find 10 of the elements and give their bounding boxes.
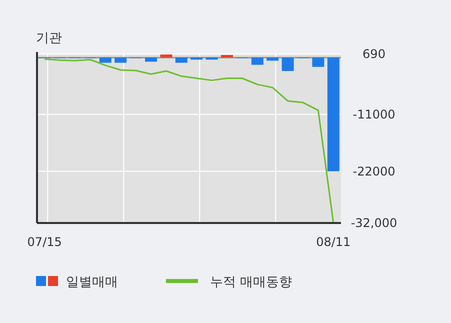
x-tick-label: 07/15 bbox=[27, 235, 62, 249]
legend-label: 누적 매매동향 bbox=[210, 275, 292, 290]
y-tick-label: 690 bbox=[362, 47, 386, 61]
y-tick-label: -22000 bbox=[352, 164, 396, 178]
y-tick-label: -11000 bbox=[352, 107, 396, 122]
chart-title: 기관 bbox=[36, 31, 62, 46]
legend-label: 일별매매 bbox=[66, 275, 118, 290]
y-tick-label: -32,000 bbox=[350, 216, 398, 230]
x-tick-label: 08/11 bbox=[316, 235, 351, 249]
line-series bbox=[44, 58, 334, 224]
